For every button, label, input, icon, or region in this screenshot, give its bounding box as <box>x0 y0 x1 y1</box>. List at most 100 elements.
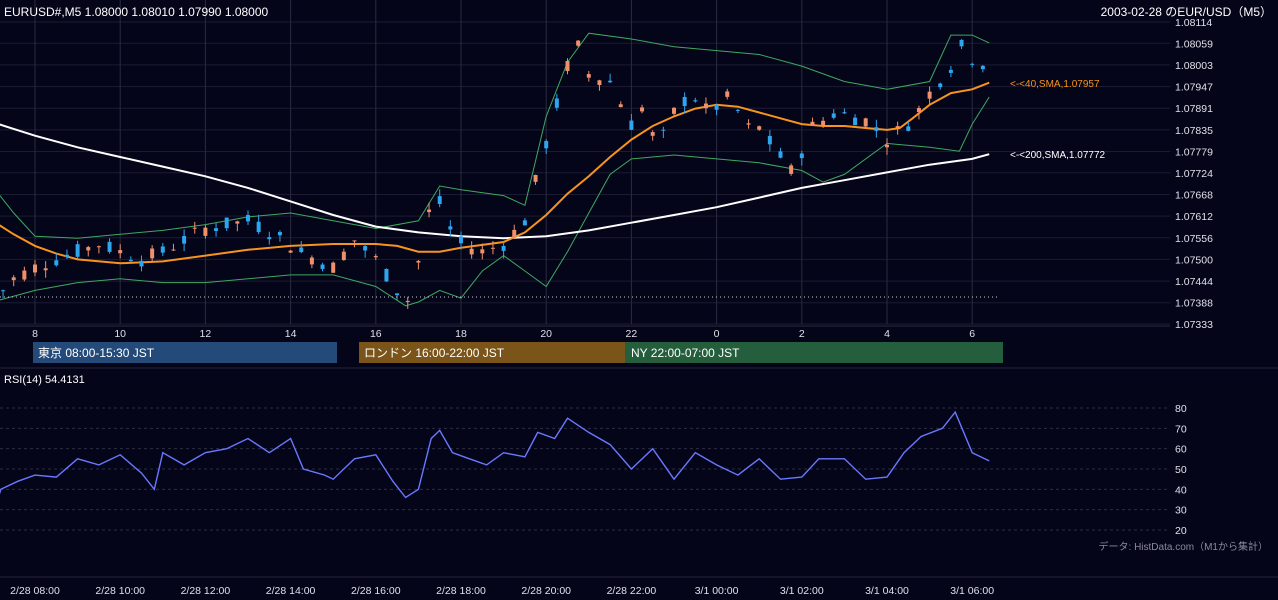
sma40-path <box>0 81 990 265</box>
time-tick-label: 0 <box>714 328 720 340</box>
time-tick-label: 6 <box>969 328 975 340</box>
candle-down <box>118 250 123 254</box>
rsi-time-tick-label: 3/1 04:00 <box>865 585 909 597</box>
candle-up <box>906 126 911 131</box>
bollinger-bands <box>0 32 990 307</box>
session-tokyo-band <box>33 342 337 363</box>
candle-up <box>224 217 229 229</box>
time-tick-label: 10 <box>114 328 126 340</box>
sma200-label: <-<200,SMA,1.07772 <box>1010 150 1106 161</box>
candle-up <box>139 260 144 267</box>
candle-up <box>799 153 804 159</box>
time-axis: 8 10 12 14 16 18 20 22 0 2 4 6 <box>32 328 975 340</box>
sma40-label: <-<40,SMA,1.07957 <box>1010 79 1100 90</box>
candle-down <box>703 103 708 109</box>
price-tick-label: 1.07444 <box>1175 276 1213 288</box>
candle-down <box>821 120 826 126</box>
candle-up <box>437 196 442 204</box>
candle-up <box>554 98 559 108</box>
candle-up <box>395 293 400 296</box>
rsi-time-tick-label: 3/1 00:00 <box>695 585 739 597</box>
candle-up <box>128 259 133 262</box>
candle-up <box>853 117 858 126</box>
ohlc-header: EURUSD#,M5 1.08000 1.08010 1.07990 1.080… <box>4 5 269 19</box>
candle-up <box>831 113 836 118</box>
source-note: データ: HistData.com（M1から集計） <box>1099 540 1268 553</box>
candle-down <box>597 80 602 85</box>
rsi-tick-label: 80 <box>1175 403 1187 415</box>
candle-down <box>789 165 794 174</box>
candle-up <box>661 129 666 131</box>
candle-down <box>192 227 197 229</box>
candle-down <box>895 126 900 128</box>
candle-up <box>778 151 783 158</box>
candle-down <box>86 247 91 251</box>
time-tick-label: 8 <box>32 328 38 340</box>
sma200-line <box>0 123 990 240</box>
candle-down <box>405 300 410 302</box>
candle-down <box>341 251 346 261</box>
time-tick-label: 18 <box>455 328 467 340</box>
candle-up <box>267 237 272 240</box>
candle-up <box>980 65 985 70</box>
candle-down <box>480 249 485 254</box>
price-tick-label: 1.07556 <box>1175 233 1213 245</box>
price-tick-label: 1.07835 <box>1175 125 1213 137</box>
candle-up <box>107 241 112 252</box>
candle-up <box>182 235 187 244</box>
bb-upper-line <box>0 32 990 239</box>
candle-down <box>533 174 538 182</box>
candle-down <box>618 104 623 108</box>
candle-down <box>863 118 868 127</box>
candle-down <box>576 40 581 46</box>
rsi-time-tick-label: 2/28 22:00 <box>607 585 657 597</box>
candle-down <box>746 123 751 125</box>
candle-down <box>672 107 676 114</box>
candle-up <box>948 69 953 73</box>
session-london-band <box>359 342 625 363</box>
rsi-time-tick-label: 2/28 14:00 <box>266 585 316 597</box>
price-tick-label: 1.07779 <box>1175 147 1213 159</box>
rsi-axis: 80 70 60 50 40 30 20 <box>1175 403 1187 537</box>
candle-down <box>927 91 932 99</box>
candle-up <box>277 232 282 236</box>
candle-down <box>916 108 921 113</box>
candle-up <box>256 221 261 233</box>
candle-down <box>469 248 474 255</box>
candle-up <box>842 112 847 114</box>
rsi-time-tick-label: 2/28 16:00 <box>351 585 401 597</box>
candle-down <box>288 250 293 253</box>
candle-up <box>544 140 549 149</box>
candle-down <box>427 209 432 213</box>
time-tick-label: 4 <box>884 328 890 340</box>
candle-up <box>874 127 879 131</box>
time-tick-label: 14 <box>285 328 297 340</box>
candle-up <box>693 100 698 102</box>
candle-down <box>640 107 645 112</box>
candle-up <box>459 236 463 244</box>
candle-down <box>650 132 655 136</box>
candle-up <box>448 226 453 230</box>
time-tick-label: 20 <box>540 328 552 340</box>
candle-up <box>767 135 772 145</box>
candle-down <box>203 227 208 236</box>
candle-down <box>490 247 495 249</box>
candle-down <box>171 249 176 251</box>
candle-down <box>885 144 889 148</box>
price-tick-label: 1.07891 <box>1175 103 1213 115</box>
candle-down <box>43 268 48 271</box>
candle-down <box>331 262 336 273</box>
candle-up <box>246 214 250 222</box>
candle-up <box>682 96 687 107</box>
price-tick-label: 1.07333 <box>1175 319 1213 331</box>
candle-down <box>96 246 101 248</box>
chart-title: 2003-02-28 のEUR/USD（M5） <box>1101 5 1272 19</box>
sma200-path <box>0 123 990 240</box>
rsi-time-tick-label: 2/28 12:00 <box>181 585 231 597</box>
candle-up <box>1 290 6 292</box>
price-tick-label: 1.08114 <box>1175 17 1212 29</box>
session-ny-band <box>625 342 1003 363</box>
price-tick-label: 1.07388 <box>1175 298 1213 310</box>
rsi-tick-label: 60 <box>1175 444 1187 456</box>
